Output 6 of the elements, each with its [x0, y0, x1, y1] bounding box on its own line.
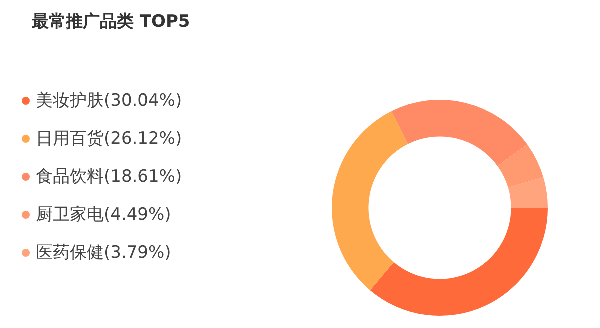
legend-label: 医药保健(3.79%): [36, 243, 172, 263]
legend-label: 美妆护肤(30.04%): [36, 91, 182, 111]
chart-title: 最常推广品类 TOP5: [32, 11, 190, 33]
legend-label: 厨卫家电(4.49%): [36, 205, 172, 225]
legend-label: 日用百货(26.12%): [36, 129, 182, 149]
legend-label: 食品饮料(18.61%): [36, 167, 182, 187]
